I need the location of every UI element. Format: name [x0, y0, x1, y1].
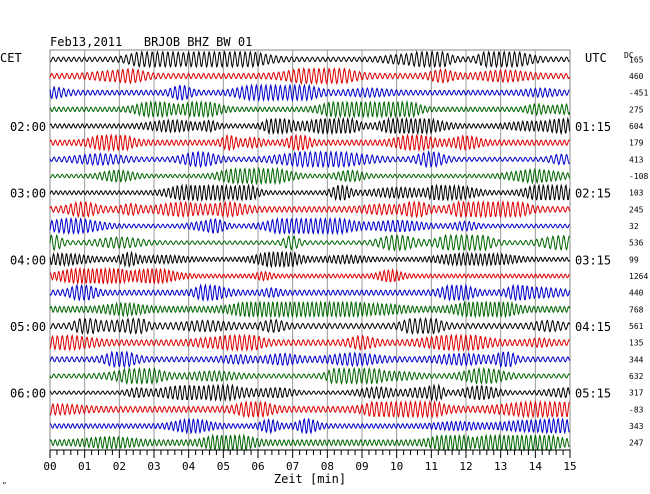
right-time-label: 05:15	[575, 387, 611, 401]
x-tick-label: 09	[355, 460, 368, 473]
x-tick-label: 13	[494, 460, 507, 473]
trace-line	[49, 399, 570, 419]
trace-line	[49, 150, 570, 169]
x-tick-label: 03	[147, 460, 160, 473]
trace-line	[49, 66, 571, 86]
trace-line	[49, 366, 570, 386]
dc-offset-label: 344	[629, 355, 644, 364]
trace-line	[49, 116, 571, 136]
left-hour-label: 06:00	[10, 387, 46, 401]
x-tick-label: 01	[78, 460, 91, 473]
trace-line	[49, 383, 571, 403]
x-axis-label: Zeit [min]	[274, 472, 346, 486]
chart-title: Feb13,2011 BRJOB BHZ BW 01	[50, 35, 252, 49]
left-hour-label: 02:00	[10, 120, 46, 134]
trace-line	[49, 216, 571, 236]
dc-offset-label: 561	[629, 322, 644, 331]
right-time-label: 01:15	[575, 120, 611, 134]
dc-offset-label: 440	[629, 289, 644, 298]
right-time-label: 03:15	[575, 253, 611, 267]
dc-offset-label: 99	[629, 255, 639, 264]
dc-offset-label: 413	[629, 155, 644, 164]
dc-offset-label: 135	[629, 339, 644, 348]
x-tick-label: 10	[390, 460, 403, 473]
corner-mark: "	[2, 481, 7, 490]
dc-offset-label: 460	[629, 72, 644, 81]
left-axis-label: CET	[0, 51, 22, 65]
trace-group	[49, 50, 571, 453]
dc-offset-label: -451	[629, 89, 648, 98]
x-tick-label: 05	[217, 460, 230, 473]
x-tick-label: 00	[43, 460, 56, 473]
dc-offset-label: -108	[629, 172, 648, 181]
x-tick-label: 12	[459, 460, 472, 473]
trace-line	[49, 166, 571, 186]
right-time-label: 02:15	[575, 187, 611, 201]
trace-line	[49, 299, 571, 319]
trace-line	[49, 250, 571, 269]
axis-labels: 165 460 -451 275 604 179 413 -108 103 245 32 536 99 1…	[10, 55, 648, 473]
left-hour-label: 04:00	[10, 253, 46, 267]
x-tick-label: 02	[113, 460, 126, 473]
dc-offset-label: 165	[629, 55, 644, 64]
trace-line	[49, 200, 571, 219]
dc-offset-label: 604	[629, 122, 644, 131]
trace-line	[49, 350, 571, 369]
x-tick-label: 15	[563, 460, 576, 473]
trace-line	[49, 99, 571, 119]
dc-offset-label: 245	[629, 205, 644, 214]
dc-offset-label: 632	[629, 372, 644, 381]
dc-offset-label: 1264	[629, 272, 648, 281]
trace-line	[49, 133, 570, 153]
dc-offset-label: 32	[629, 222, 639, 231]
dc-offset-label: 275	[629, 105, 644, 114]
right-axis-label: UTC	[585, 51, 607, 65]
x-tick-label: 07	[286, 460, 299, 473]
dc-label: DC	[624, 51, 634, 60]
dc-offset-label: 768	[629, 305, 644, 314]
trace-line	[49, 433, 570, 453]
x-tick-label: 04	[182, 460, 196, 473]
trace-line	[49, 83, 570, 103]
trace-line	[49, 50, 570, 69]
dc-offset-label: 103	[629, 189, 644, 198]
x-tick-label: 14	[529, 460, 543, 473]
trace-line	[49, 233, 570, 252]
trace-line	[49, 333, 570, 352]
left-hour-label: 03:00	[10, 187, 46, 201]
trace-line	[49, 417, 570, 435]
trace-line	[49, 266, 570, 286]
dc-offset-label: 317	[629, 389, 644, 398]
x-tick-label: 11	[425, 460, 438, 473]
dc-offset-label: 247	[629, 439, 644, 448]
x-axis-ticks	[49, 449, 571, 458]
trace-line	[49, 183, 571, 203]
x-tick-label: 08	[321, 460, 334, 473]
trace-line	[49, 283, 571, 303]
x-tick-label: 06	[251, 460, 264, 473]
dc-offset-label: -83	[629, 405, 644, 414]
dc-offset-label: 179	[629, 139, 644, 148]
dc-offset-label: 343	[629, 422, 644, 431]
dc-offset-label: 536	[629, 239, 644, 248]
right-time-label: 04:15	[575, 320, 611, 334]
trace-line	[49, 316, 571, 336]
left-hour-label: 05:00	[10, 320, 46, 334]
